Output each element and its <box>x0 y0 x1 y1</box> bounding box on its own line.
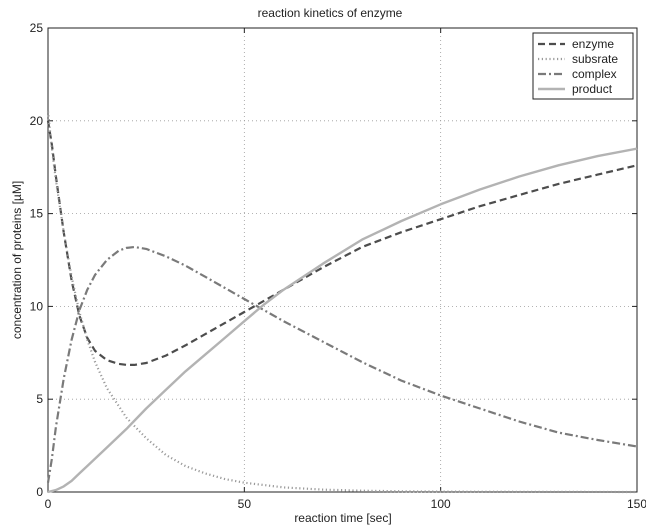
y-tick-label: 20 <box>30 114 44 128</box>
y-axis-label: concentration of proteins [µM] <box>10 181 24 339</box>
series-line-enzyme <box>46 120 638 366</box>
x-tick-label: 50 <box>238 497 252 511</box>
plot-area-frame <box>47 27 638 493</box>
series-line-subsrate <box>46 111 638 494</box>
legend-label-product: product <box>572 82 613 96</box>
legend-label-subsrate: subsrate <box>572 52 618 66</box>
y-axis: 0 5 10 15 20 25 <box>30 21 637 499</box>
series-line-product <box>47 147 638 494</box>
legend-label-enzyme: enzyme <box>572 37 614 51</box>
chart-title: reaction kinetics of enzyme <box>258 6 403 20</box>
y-tick-label: 10 <box>30 299 44 313</box>
legend-label-complex: complex <box>572 67 617 81</box>
x-tick-label: 100 <box>431 497 451 511</box>
y-tick-label: 25 <box>30 21 44 35</box>
x-tick-label: 150 <box>627 497 646 511</box>
series-line-complex <box>46 245 638 483</box>
y-tick-label: 0 <box>36 485 43 499</box>
series-group <box>46 111 638 494</box>
x-axis: 0 50 100 150 <box>45 28 646 511</box>
x-axis-label: reaction time [sec] <box>294 511 391 525</box>
y-tick-label: 15 <box>30 207 44 221</box>
grid <box>48 28 637 492</box>
x-tick-label: 0 <box>45 497 52 511</box>
y-tick-label: 5 <box>36 392 43 406</box>
